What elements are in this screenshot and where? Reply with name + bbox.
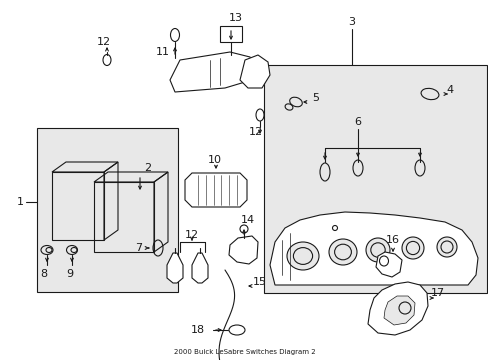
Text: 1: 1	[17, 197, 23, 207]
Text: 4: 4	[446, 85, 453, 95]
Text: 14: 14	[241, 215, 255, 225]
Bar	[220, 26, 242, 42]
Ellipse shape	[328, 239, 356, 265]
Text: 2000 Buick LeSabre Switches Diagram 2: 2000 Buick LeSabre Switches Diagram 2	[173, 349, 315, 355]
Bar	[37, 128, 178, 292]
Text: 6: 6	[354, 117, 361, 127]
Text: 16: 16	[385, 235, 399, 245]
Text: 2: 2	[144, 163, 151, 173]
Text: 12: 12	[97, 37, 111, 47]
Text: 9: 9	[66, 269, 73, 279]
Text: 13: 13	[228, 13, 243, 23]
Text: 8: 8	[41, 269, 47, 279]
Text: 15: 15	[252, 277, 266, 287]
Text: 17: 17	[430, 288, 444, 298]
Polygon shape	[192, 253, 207, 283]
Text: 12: 12	[184, 230, 199, 240]
Polygon shape	[240, 55, 269, 88]
Ellipse shape	[436, 237, 456, 257]
Text: 7: 7	[135, 243, 142, 253]
Text: 10: 10	[207, 155, 222, 165]
Polygon shape	[170, 52, 254, 92]
Polygon shape	[269, 212, 477, 285]
Polygon shape	[184, 173, 246, 207]
Text: 11: 11	[156, 47, 170, 57]
Polygon shape	[367, 282, 427, 335]
Polygon shape	[375, 252, 401, 277]
Text: 12: 12	[248, 127, 263, 137]
Ellipse shape	[401, 237, 423, 259]
Text: 18: 18	[190, 325, 204, 335]
Polygon shape	[228, 236, 258, 264]
Polygon shape	[383, 296, 414, 325]
Text: 5: 5	[312, 93, 319, 103]
Ellipse shape	[365, 238, 389, 262]
Ellipse shape	[398, 302, 410, 314]
Polygon shape	[167, 253, 183, 283]
Text: 3: 3	[348, 17, 355, 27]
Ellipse shape	[286, 242, 318, 270]
Bar	[264, 65, 486, 293]
